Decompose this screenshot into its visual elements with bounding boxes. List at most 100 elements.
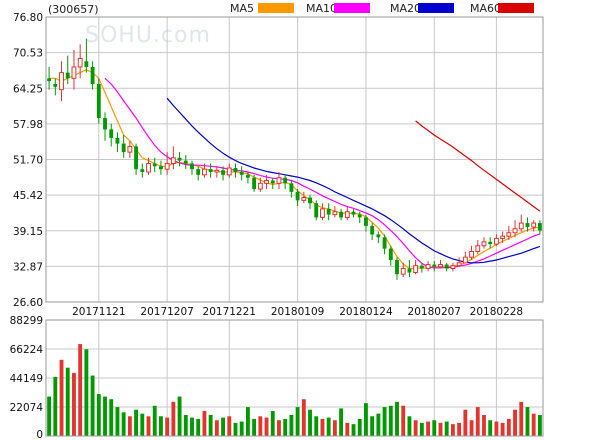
- candle: [257, 177, 263, 192]
- volume-bar: [314, 416, 319, 436]
- candle-body-down: [115, 137, 120, 144]
- date-tick-label: 20180207: [408, 306, 461, 318]
- volume-bar: [196, 418, 201, 436]
- candle-body-up: [456, 262, 462, 267]
- candle-body-down: [53, 83, 58, 87]
- candle-body-down: [233, 168, 238, 172]
- volume-bar: [78, 344, 83, 436]
- volume-bar: [283, 418, 288, 436]
- candle: [376, 231, 381, 243]
- volume-bar: [413, 420, 418, 436]
- candle-body-down: [183, 160, 188, 164]
- candle: [382, 234, 387, 255]
- candle-body-down: [388, 248, 393, 260]
- volume-panel-frame: [45, 319, 544, 437]
- candle-body-up: [518, 222, 524, 230]
- candle-body-up: [400, 268, 406, 275]
- candle-body-down: [364, 217, 368, 226]
- candle: [351, 208, 356, 218]
- candle: [65, 55, 70, 84]
- candle-body-down: [525, 223, 530, 228]
- ma-line-ma10: [104, 77, 541, 269]
- candle-body-up: [77, 57, 83, 68]
- candle: [332, 206, 338, 218]
- candle-body-up: [344, 211, 350, 218]
- candle: [456, 257, 462, 267]
- volume-bar: [59, 359, 64, 436]
- candle: [518, 214, 524, 232]
- candle-body-down: [96, 83, 101, 119]
- candle-body-up: [320, 208, 325, 218]
- volume-bar: [177, 396, 182, 436]
- candle-body-up: [506, 232, 512, 237]
- candle: [239, 166, 244, 181]
- volume-bar: [214, 420, 219, 436]
- candle: [531, 220, 537, 232]
- candle-body-up: [226, 167, 232, 176]
- candle: [425, 261, 431, 272]
- volume-bar: [264, 417, 269, 436]
- volume-bar: [84, 349, 89, 436]
- candle: [388, 245, 393, 266]
- volume-bar: [357, 418, 362, 436]
- volume-bar: [537, 414, 542, 436]
- candle-body-down: [196, 169, 201, 175]
- candle-body-down: [407, 268, 412, 273]
- volume-bar: [121, 412, 126, 436]
- volume-bar: [382, 407, 387, 436]
- date-tick-label: 20171207: [140, 306, 193, 318]
- candle-body-down: [121, 143, 126, 153]
- volume-bar: [227, 416, 232, 436]
- candle: [159, 160, 163, 175]
- candle-body-down: [357, 214, 362, 218]
- candle: [134, 143, 139, 175]
- volume-bar: [140, 413, 145, 436]
- candle-body-up: [59, 72, 64, 91]
- candle-body-down: [134, 146, 139, 170]
- volume-bar: [351, 424, 356, 436]
- volume-bar: [320, 418, 325, 436]
- volume-bar: [463, 409, 468, 436]
- candle: [264, 174, 269, 190]
- volume-bar: [159, 416, 163, 436]
- price-panel-frame: [45, 16, 544, 303]
- volume-bar: [500, 422, 505, 436]
- legend-swatch-ma60: [498, 3, 534, 13]
- candle-body-down: [140, 169, 145, 172]
- volume-bar: [171, 401, 176, 436]
- price-tick-label: 45.42: [13, 190, 43, 202]
- candle: [400, 262, 406, 278]
- volume-bar: [258, 416, 263, 436]
- candle-body-down: [488, 241, 493, 245]
- candle-body-down: [382, 237, 387, 249]
- volume-bar: [289, 414, 294, 436]
- candle: [419, 262, 424, 273]
- candle: [308, 194, 312, 209]
- candle-body-up: [301, 197, 307, 201]
- candle-body-down: [537, 223, 542, 231]
- candle: [170, 146, 176, 170]
- volume-bar: [370, 416, 375, 436]
- candle: [245, 171, 250, 184]
- candle: [289, 180, 294, 198]
- candle: [450, 262, 456, 272]
- candle-body-up: [127, 145, 133, 153]
- candle: [506, 225, 512, 241]
- candlesticks: [47, 38, 542, 280]
- volume-bar: [488, 420, 493, 436]
- volume-bar: [183, 414, 188, 436]
- volume-bar: [202, 411, 207, 436]
- candle: [326, 203, 331, 221]
- candle-body-up: [512, 228, 518, 234]
- candle: [233, 163, 238, 178]
- price-tick-label: 57.98: [13, 119, 43, 131]
- candle: [320, 203, 325, 221]
- ma-legend: MA5 MA10 MA20 MA60: [230, 2, 534, 15]
- candle-body-down: [208, 169, 213, 172]
- volume-bar: [513, 409, 517, 436]
- volume-tick-label: 22074: [10, 402, 44, 414]
- volume-bar: [388, 405, 393, 436]
- candle: [339, 208, 344, 221]
- candle: [301, 191, 307, 204]
